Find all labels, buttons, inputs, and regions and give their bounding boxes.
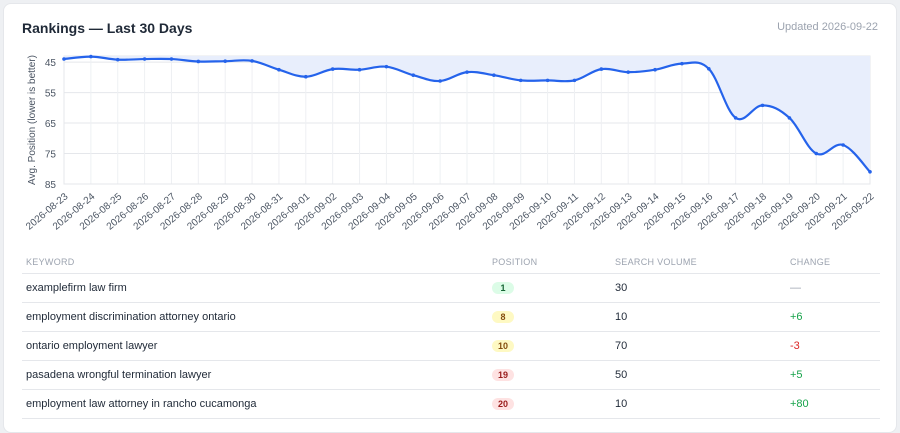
- position-cell: 1: [492, 282, 615, 294]
- position-cell: 10: [492, 340, 615, 352]
- data-point: [115, 57, 120, 62]
- keyword-cell: pasadena wrongful termination lawyer: [26, 369, 212, 381]
- col-change-header[interactable]: Change: [790, 257, 831, 267]
- table-row[interactable]: employment law attorney in rancho cucamo…: [22, 390, 880, 419]
- rankings-chart: 45556575852026-08-232026-08-242026-08-25…: [24, 54, 877, 233]
- table-header: Keyword Position Search Volume Change: [22, 251, 880, 274]
- data-point: [572, 78, 577, 83]
- change-cell: -3: [790, 340, 800, 352]
- data-point: [545, 78, 550, 83]
- position-badge: 19: [492, 369, 514, 381]
- position-badge: 10: [492, 340, 514, 352]
- position-badge: 8: [492, 311, 514, 323]
- position-cell: 8: [492, 311, 615, 323]
- data-point: [357, 67, 362, 72]
- volume-cell: 30: [615, 282, 628, 294]
- data-point: [760, 103, 765, 108]
- series-area: [64, 56, 870, 172]
- keyword-cell: ontario employment lawyer: [26, 340, 158, 352]
- y-tick-label: 75: [45, 150, 57, 161]
- y-tick-label: 55: [45, 89, 57, 100]
- data-point: [142, 57, 147, 61]
- col-keyword-header[interactable]: Keyword: [26, 257, 75, 267]
- data-point: [518, 78, 523, 83]
- position-cell: 19: [492, 369, 615, 381]
- position-cell: 20: [492, 398, 615, 410]
- table-body: examplefirm law firm 1 30 — employment discr…: [22, 274, 880, 419]
- data-point: [330, 67, 335, 71]
- data-point: [62, 57, 66, 61]
- table-row[interactable]: ontario employment lawyer 10 70 -3: [22, 332, 880, 361]
- keyword-cell: employment discrimination attorney ontar…: [26, 311, 236, 323]
- position-badge: 20: [492, 398, 514, 410]
- rankings-card: Rankings — Last 30 Days Updated 2026-09-…: [3, 3, 897, 433]
- data-point: [626, 70, 630, 74]
- change-cell: —: [790, 282, 801, 294]
- data-point: [277, 67, 281, 72]
- col-volume-header[interactable]: Search Volume: [615, 257, 697, 267]
- card-title: Rankings — Last 30 Days: [22, 20, 193, 36]
- y-tick-label: 65: [45, 119, 57, 130]
- keyword-cell: examplefirm law firm: [26, 282, 127, 294]
- table-row[interactable]: pasadena wrongful termination lawyer 19 50…: [22, 361, 880, 390]
- data-point: [492, 73, 496, 77]
- y-tick-label: 45: [45, 58, 57, 69]
- data-point: [814, 151, 819, 156]
- updated-timestamp: Updated 2026-09-22: [777, 21, 878, 33]
- data-point: [384, 64, 389, 69]
- volume-cell: 10: [615, 311, 628, 323]
- data-point: [868, 170, 872, 174]
- keyword-cell: employment law attorney in rancho cucamo…: [26, 398, 257, 410]
- data-point: [169, 57, 174, 61]
- data-point: [250, 59, 254, 63]
- data-point: [223, 59, 227, 63]
- data-point: [599, 67, 604, 71]
- change-cell: +5: [790, 369, 803, 381]
- table-row[interactable]: employment discrimination attorney ontar…: [22, 303, 880, 332]
- data-point: [733, 116, 738, 120]
- data-point: [465, 70, 469, 74]
- data-point: [89, 54, 93, 59]
- data-point: [707, 67, 711, 71]
- keyword-table: Keyword Position Search Volume Change ex…: [22, 251, 880, 419]
- data-point: [304, 74, 308, 79]
- y-axis-label: Avg. Position (lower is better): [27, 55, 38, 185]
- volume-cell: 70: [615, 340, 628, 352]
- volume-cell: 10: [615, 398, 628, 410]
- volume-cell: 50: [615, 369, 628, 381]
- data-point: [680, 61, 684, 66]
- change-cell: +6: [790, 311, 803, 323]
- data-point: [438, 79, 442, 83]
- position-badge: 1: [492, 282, 514, 294]
- table-row[interactable]: examplefirm law firm 1 30 —: [22, 274, 880, 303]
- col-position-header[interactable]: Position: [492, 257, 538, 267]
- data-point: [411, 73, 416, 77]
- data-point: [787, 116, 792, 120]
- data-point: [653, 67, 657, 72]
- data-point: [841, 143, 845, 147]
- data-point: [196, 59, 201, 64]
- y-tick-label: 85: [45, 180, 57, 191]
- change-cell: +80: [790, 398, 809, 410]
